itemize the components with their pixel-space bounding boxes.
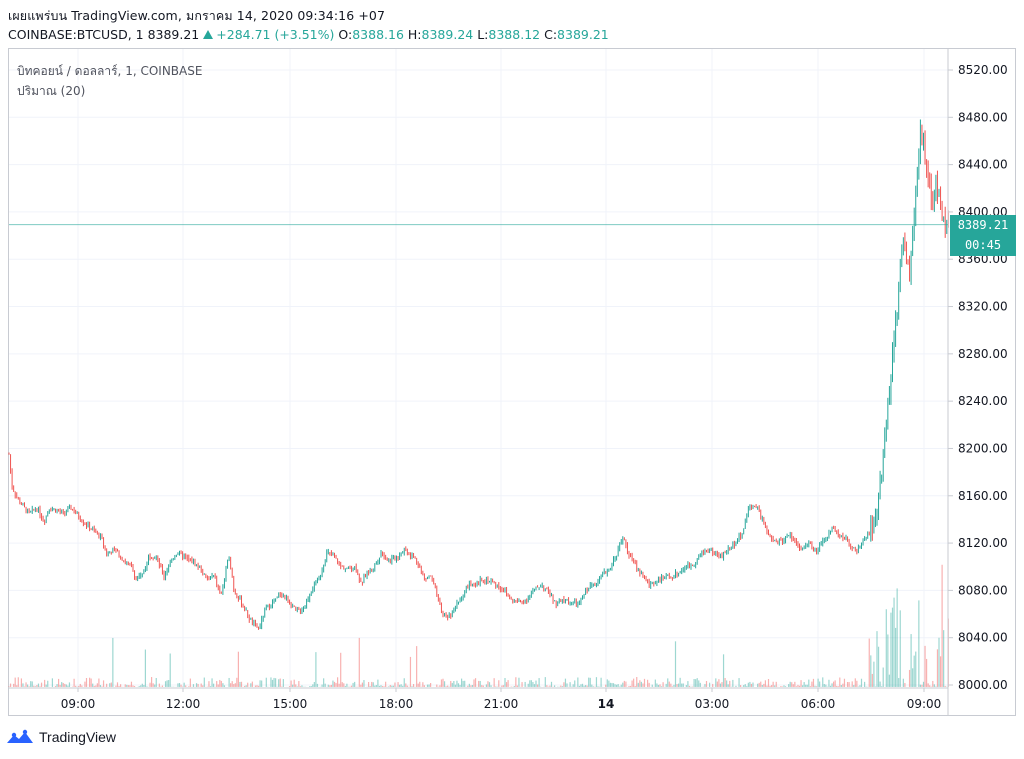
tradingview-logo-icon (7, 729, 33, 743)
high-label: H: (407, 27, 422, 42)
bar-countdown: 00:45 (950, 234, 1016, 256)
close-label: C: (544, 27, 558, 42)
x-tick-label: 06:00 (801, 697, 836, 711)
x-tick-label: 15:00 (273, 697, 308, 711)
chart-frame (8, 48, 1016, 716)
x-tick-label: 12:00 (166, 697, 201, 711)
series-legend[interactable]: บิทคอยน์ / ดอลลาร์, 1, COINBASE (17, 64, 203, 78)
y-tick-label: 8360.00 (958, 252, 1008, 266)
y-tick-label: 8440.00 (958, 158, 1008, 172)
x-tick-label: 18:00 (379, 697, 414, 711)
high-value: 8389.24 (421, 27, 474, 42)
y-tick-label: 8200.00 (958, 441, 1008, 455)
x-tick-label: 03:00 (695, 697, 730, 711)
x-tick-label: 14 (598, 697, 615, 711)
y-tick-label: 8240.00 (958, 394, 1008, 408)
y-tick-label: 8520.00 (958, 63, 1008, 77)
x-tick-label: 09:00 (61, 697, 96, 711)
x-tick-label: 21:00 (484, 697, 519, 711)
symbol-price: COINBASE:BTCUSD, 1 8389.21 (8, 27, 200, 42)
open-label: O: (338, 27, 353, 42)
published-info: เผยแพร่บน TradingView.com, มกราคม 14, 20… (8, 8, 386, 23)
y-tick-label: 8320.00 (958, 300, 1008, 314)
y-tick-label: 8000.00 (958, 678, 1008, 692)
candles (8, 119, 949, 630)
x-tick-label: 09:00 (907, 697, 942, 711)
symbol-quote-line: COINBASE:BTCUSD, 1 8389.21 +284.71 (+3.51… (8, 27, 609, 42)
grid (9, 49, 948, 688)
last-price-tag: 8389.21 (950, 214, 1016, 235)
volume-bars (8, 564, 949, 687)
price-axis: 8520.008480.008440.008400.008360.008320.… (948, 63, 1008, 692)
close-value: 8389.21 (557, 27, 609, 42)
y-tick-label: 8160.00 (958, 489, 1008, 503)
y-tick-label: 8040.00 (958, 631, 1008, 645)
open-value: 8388.16 (352, 27, 404, 42)
y-tick-label: 8480.00 (958, 110, 1008, 124)
brand-name: TradingView (39, 729, 117, 745)
low-label: L: (477, 27, 489, 42)
y-tick-label: 8120.00 (958, 536, 1008, 550)
volume-legend[interactable]: ปริมาณ (20) (17, 84, 86, 98)
up-arrow-icon (203, 30, 214, 39)
change-value: +284.71 (+3.51%) (216, 27, 335, 42)
time-axis: 09:00 12:00 15:00 18:00 21:00 14 03:00 06:00 09:… (61, 688, 942, 711)
tradingview-logo[interactable]: TradingView (6, 729, 116, 745)
low-value: 8388.12 (488, 27, 541, 42)
y-tick-label: 8080.00 (958, 583, 1008, 597)
y-tick-label: 8280.00 (958, 347, 1008, 361)
